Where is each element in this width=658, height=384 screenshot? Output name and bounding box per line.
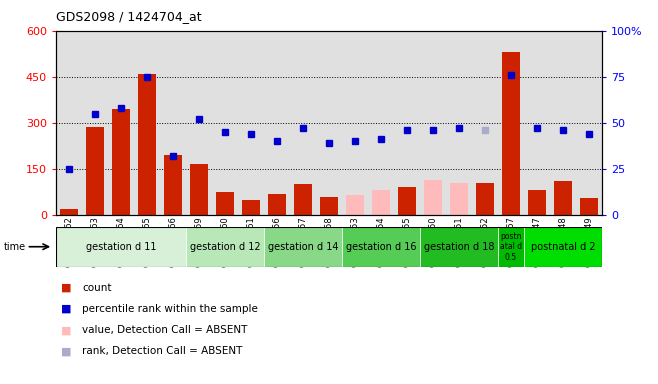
Text: ■: ■ xyxy=(61,283,71,293)
Text: gestation d 12: gestation d 12 xyxy=(190,242,261,252)
Text: value, Detection Call = ABSENT: value, Detection Call = ABSENT xyxy=(82,325,247,335)
Bar xyxy=(498,227,524,267)
Bar xyxy=(502,52,520,215)
Bar xyxy=(524,227,602,267)
Bar xyxy=(268,194,286,215)
Text: gestation d 18: gestation d 18 xyxy=(424,242,494,252)
Text: ■: ■ xyxy=(61,304,71,314)
Text: postnatal d 2: postnatal d 2 xyxy=(531,242,595,252)
Bar xyxy=(372,190,390,215)
Bar xyxy=(112,109,130,215)
Text: gestation d 14: gestation d 14 xyxy=(268,242,338,252)
Bar xyxy=(420,227,498,267)
Bar xyxy=(342,227,420,267)
Bar xyxy=(476,183,494,215)
Text: count: count xyxy=(82,283,112,293)
Text: ■: ■ xyxy=(61,346,71,356)
Bar xyxy=(450,183,468,215)
Bar xyxy=(60,209,78,215)
Text: gestation d 16: gestation d 16 xyxy=(345,242,417,252)
Bar xyxy=(164,155,182,215)
Bar xyxy=(580,198,598,215)
Bar xyxy=(554,181,572,215)
Bar xyxy=(528,190,546,215)
Bar xyxy=(294,184,312,215)
Bar xyxy=(86,127,104,215)
Bar xyxy=(264,227,342,267)
Text: GDS2098 / 1424704_at: GDS2098 / 1424704_at xyxy=(56,10,201,23)
Text: gestation d 11: gestation d 11 xyxy=(86,242,156,252)
Bar xyxy=(56,227,186,267)
Text: percentile rank within the sample: percentile rank within the sample xyxy=(82,304,258,314)
Text: ■: ■ xyxy=(61,325,71,335)
Text: time: time xyxy=(3,242,26,252)
Bar xyxy=(138,74,156,215)
Bar xyxy=(186,227,264,267)
Bar xyxy=(320,197,338,215)
Bar xyxy=(398,187,416,215)
Text: rank, Detection Call = ABSENT: rank, Detection Call = ABSENT xyxy=(82,346,243,356)
Bar xyxy=(346,195,364,215)
Bar xyxy=(190,164,208,215)
Bar xyxy=(216,192,234,215)
Text: postn
atal d
0.5: postn atal d 0.5 xyxy=(500,232,522,262)
Bar xyxy=(242,200,260,215)
Bar xyxy=(424,180,442,215)
